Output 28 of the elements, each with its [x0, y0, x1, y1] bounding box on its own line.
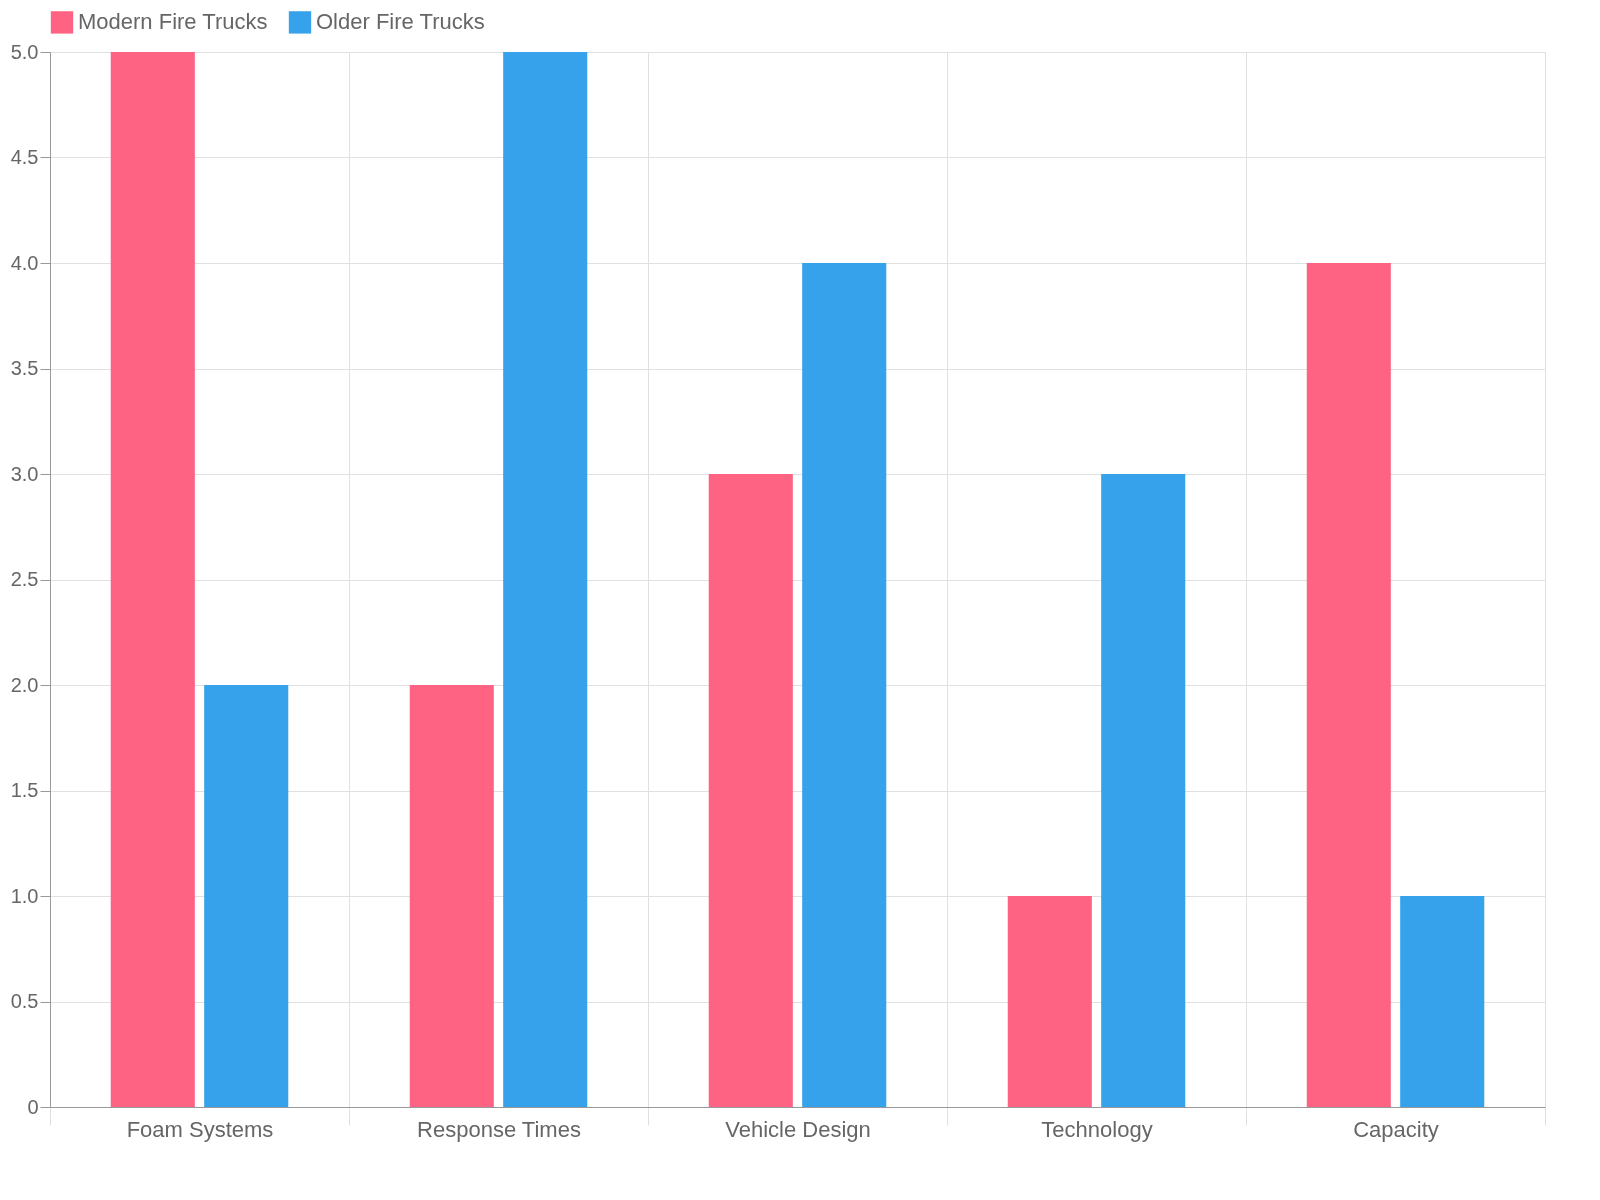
x-tick-label: Vehicle Design	[725, 1116, 871, 1142]
bar	[1101, 474, 1186, 1107]
bar	[409, 685, 494, 1107]
bar	[1400, 896, 1485, 1107]
y-tick-label: 4.5	[10, 146, 39, 168]
y-tick-label: 3.0	[10, 462, 39, 485]
bar	[708, 474, 793, 1107]
y-tick-label: 2.5	[10, 568, 39, 590]
bar	[110, 52, 195, 1107]
legend-label: Modern Fire Trucks	[78, 9, 268, 35]
y-tick-label: 1.0	[10, 884, 39, 907]
bar	[1007, 896, 1092, 1107]
bar	[204, 685, 289, 1107]
x-tick-label: Response Times	[417, 1116, 581, 1142]
legend-label: Older Fire Trucks	[316, 9, 485, 35]
y-tick-label: 3.5	[10, 357, 39, 379]
y-tick-label: 1.5	[10, 779, 39, 801]
bar	[802, 263, 887, 1107]
y-tick-label: 0.5	[10, 990, 39, 1012]
y-tick-label: 2.0	[10, 673, 39, 696]
bar	[1306, 263, 1391, 1107]
x-tick-label: Technology	[1041, 1116, 1153, 1142]
bar	[503, 52, 588, 1107]
y-tick-label: 0	[27, 1095, 39, 1118]
x-tick-label: Capacity	[1353, 1116, 1439, 1142]
y-tick-label: 4.0	[10, 251, 39, 274]
x-tick-label: Foam Systems	[126, 1116, 274, 1142]
y-tick-label: 5.0	[10, 40, 39, 63]
